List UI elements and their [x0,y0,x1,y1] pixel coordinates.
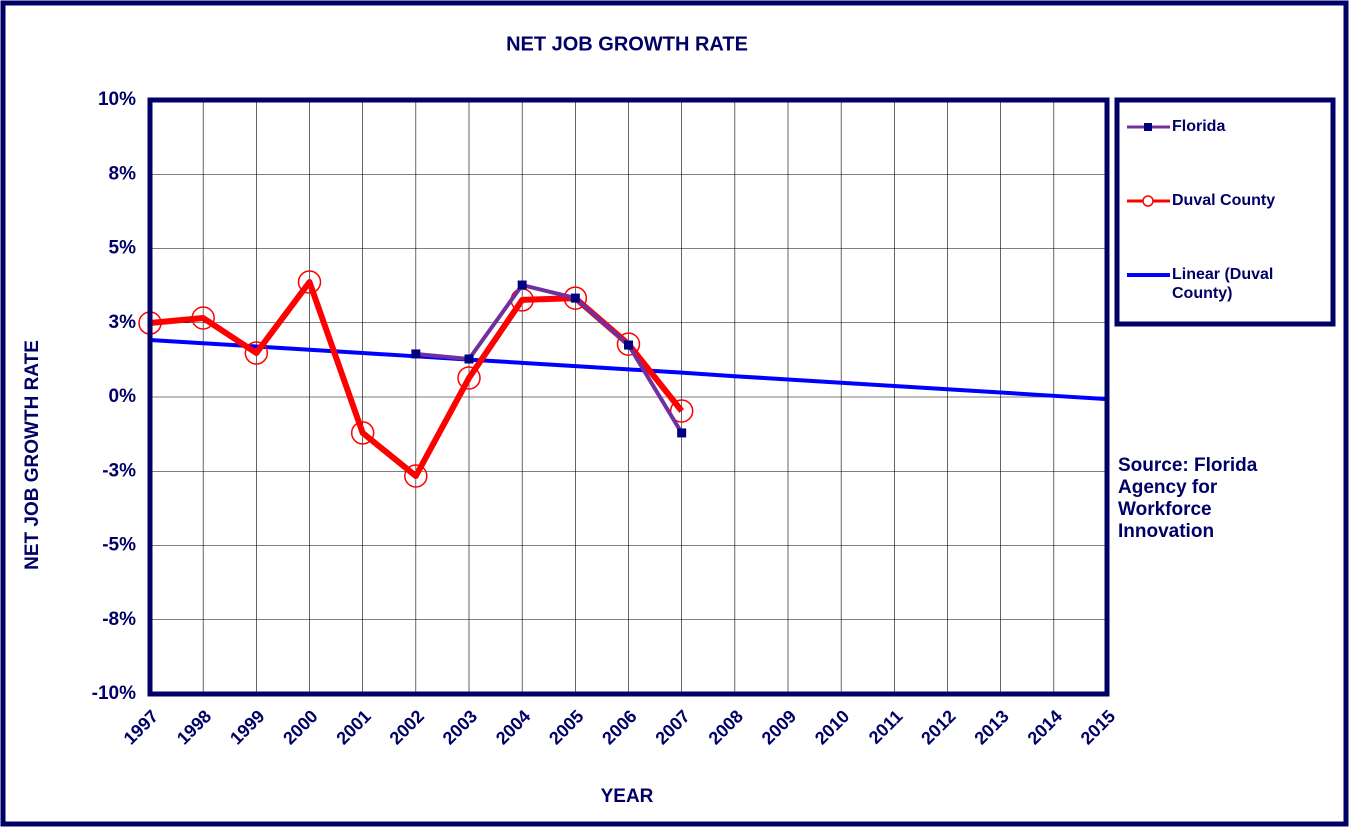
point [677,428,687,438]
legend-label: Duval County [1172,192,1276,209]
annotation-box: Source: Florida Agency for Workforce Inn… [1118,455,1258,542]
point [191,306,215,330]
point [411,349,421,359]
point [616,332,641,356]
point [404,464,428,488]
y-tick-label: 10% [98,89,136,110]
y-tick-label: 8% [109,163,137,184]
chart-title: NET JOB GROWTH RATE [506,33,748,55]
y-tick-label: -5% [102,535,136,556]
legend-label: Linear (Duval County) [1172,266,1274,302]
point [517,280,527,290]
x-axis-label: YEAR [601,786,654,807]
legend-entry: Duval County [1172,192,1276,209]
y-tick-label: -10% [92,683,136,704]
series-line [415,283,684,434]
y-tick-label: -8% [102,609,136,630]
plot [138,270,1108,488]
plot-border [147,97,1110,697]
legend-entry: Florida [1172,118,1226,135]
legend-entry: Linear (Duval County) [1172,266,1274,302]
point [563,286,588,310]
point [297,270,322,294]
series-line [149,337,1108,402]
source-note: Source: Florida Agency for Workforce Inn… [1118,455,1258,542]
point [244,341,269,365]
y-tick-label: 3% [109,312,137,333]
y-tick-label: 5% [109,238,137,259]
legend: Florida Duval County Linear (Duval County) [1127,118,1276,302]
point [350,421,375,445]
legend-marker [1144,123,1152,131]
y-tick-label: -3% [102,460,136,481]
point [624,340,633,350]
point [457,366,481,390]
y-tick-label: 0% [109,386,137,407]
point [570,293,580,303]
point [464,354,474,364]
legend-marker [1142,195,1154,207]
legend-label: Florida [1172,118,1226,135]
y-axis-label: NET JOB GROWTH RATE [22,340,43,570]
legend-box [1114,97,1336,327]
